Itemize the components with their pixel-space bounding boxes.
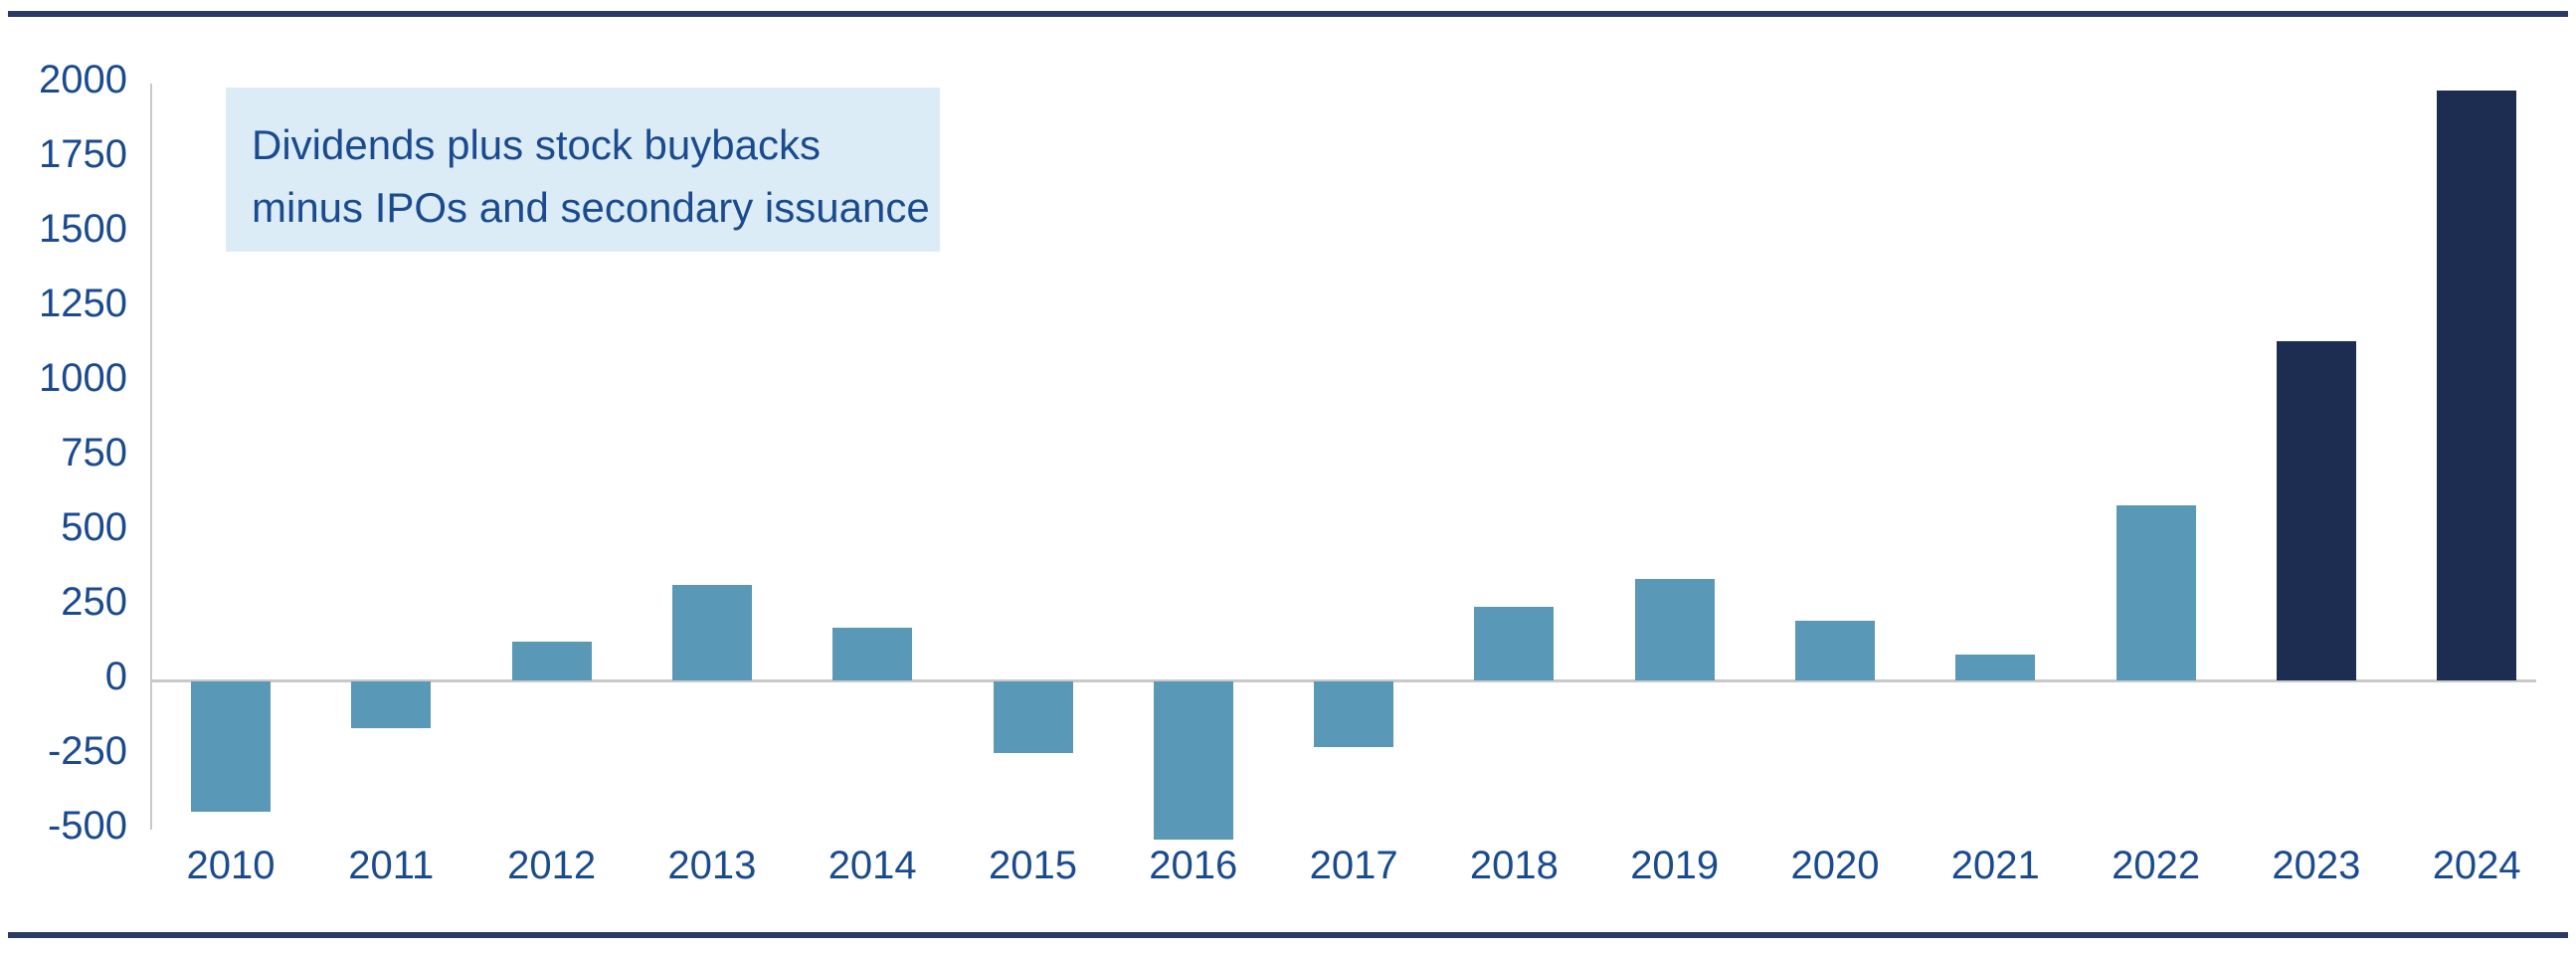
x-tick-label-2021: 2021 — [1950, 844, 2040, 887]
annotation-line-1: Dividends plus stock buybacks — [252, 121, 821, 168]
annotation-line-2: minus IPOs and secondary issuance — [252, 184, 930, 231]
x-tick-label-2015: 2015 — [989, 844, 1077, 887]
bar-2013 — [671, 584, 752, 680]
y-tick-label: 1500 — [39, 206, 127, 251]
bar-2023 — [2276, 341, 2356, 680]
x-tick-label-2019: 2019 — [1630, 844, 1720, 887]
y-tick-label: 250 — [61, 579, 127, 624]
y-tick-label: 500 — [61, 504, 127, 549]
bar-2020 — [1795, 620, 1875, 680]
zero-baseline — [150, 678, 2536, 682]
y-tick-label: 1250 — [39, 281, 127, 325]
y-axis-line — [150, 83, 152, 830]
x-tick-label-2010: 2010 — [186, 844, 276, 887]
annotation-box: Dividends plus stock buybacks minus IPOs… — [226, 88, 940, 252]
bar-2016 — [1153, 681, 1233, 840]
y-tick-label: -500 — [47, 803, 127, 848]
y-tick-label: 1750 — [39, 131, 127, 176]
x-tick-label-2024: 2024 — [2432, 844, 2521, 887]
x-tick-label-2014: 2014 — [828, 844, 917, 887]
y-tick-label: 0 — [104, 654, 127, 698]
bar-2015 — [993, 681, 1073, 753]
x-tick-label-2011: 2011 — [348, 844, 435, 887]
y-tick-label: -250 — [47, 728, 127, 773]
bar-2021 — [1955, 655, 2036, 680]
bar-2010 — [191, 681, 271, 812]
bar-2022 — [2116, 505, 2196, 680]
bar-2024 — [2437, 91, 2517, 680]
x-tick-label-2013: 2013 — [667, 844, 757, 887]
x-tick-label-2017: 2017 — [1309, 844, 1398, 887]
x-tick-label-2016: 2016 — [1149, 844, 1238, 887]
x-tick-label-2020: 2020 — [1790, 844, 1880, 887]
bar-2014 — [832, 628, 913, 680]
y-tick-label: 1000 — [39, 355, 127, 400]
y-tick-label: 2000 — [39, 57, 127, 101]
x-tick-label-2023: 2023 — [2272, 844, 2361, 887]
y-tick-label: 750 — [61, 430, 127, 475]
bottom-border-rule — [8, 932, 2568, 938]
bar-2012 — [511, 641, 592, 680]
x-tick-label-2018: 2018 — [1469, 844, 1559, 887]
bar-2018 — [1474, 607, 1555, 680]
x-tick-label-2012: 2012 — [507, 844, 597, 887]
bar-2017 — [1314, 681, 1394, 747]
bar-2011 — [351, 681, 432, 728]
x-tick-label-2022: 2022 — [2112, 844, 2201, 887]
bar-2019 — [1634, 578, 1715, 680]
top-border-rule — [8, 11, 2568, 17]
